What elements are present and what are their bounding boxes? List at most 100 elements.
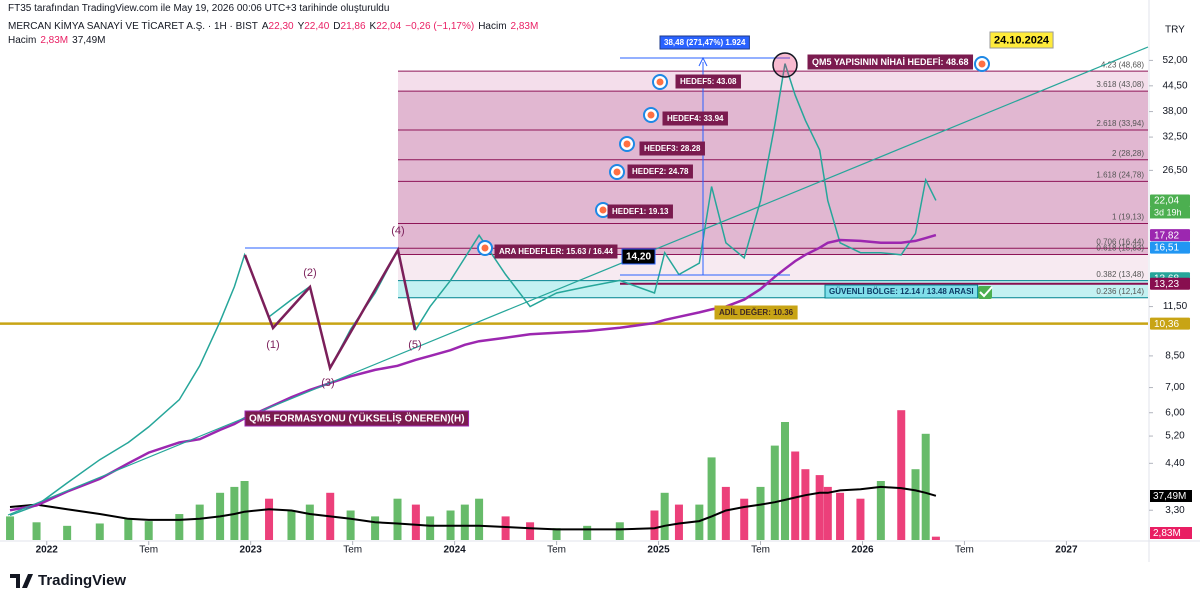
- annotation-box: [607, 204, 673, 219]
- y-tick-label: 44,50: [1162, 80, 1187, 91]
- y-tick-label: 3,30: [1165, 505, 1185, 516]
- annotation: HEDEF2: 24.78: [627, 164, 693, 179]
- volume-bar: [124, 518, 133, 540]
- wave-label: (3): [321, 377, 334, 389]
- price-badge-label: 16,51: [1154, 243, 1179, 254]
- target-icon-core: [599, 206, 607, 214]
- y-tick-label: 8,50: [1165, 351, 1185, 362]
- ohlc-value: 22,40: [304, 21, 330, 32]
- fib-label: 0.236 (12,14): [1096, 287, 1144, 296]
- annotation: HEDEF4: 33.94: [662, 111, 728, 126]
- x-tick-label: Tem: [343, 545, 362, 556]
- peak-circle: [772, 52, 798, 78]
- chart: 4.23 (48,68) 3.618 (43,08) 2.618 (33,94) 2 …: [0, 0, 1200, 562]
- price-badge-label: 17,82: [1154, 230, 1179, 241]
- target-icons: [477, 56, 992, 299]
- target-icon-core: [623, 140, 631, 148]
- volume-bar: [791, 451, 800, 540]
- annotation-box: [807, 54, 974, 70]
- logo-mark: [10, 574, 33, 588]
- volume-bar: [740, 498, 749, 540]
- x-tick-label: 2025: [647, 545, 670, 556]
- y-tick-label: 26,50: [1162, 165, 1187, 176]
- volume-bar: [921, 433, 930, 540]
- annotation-box: [627, 164, 693, 179]
- fib-band: [398, 248, 1148, 255]
- y-tick-label: 7,00: [1165, 382, 1185, 393]
- y-tick-label: 38,00: [1162, 106, 1187, 117]
- annotation-box: [494, 244, 618, 259]
- price-badge-label: 10,36: [1154, 319, 1179, 330]
- x-tick-label: 2022: [36, 545, 59, 556]
- currency: TRY: [1165, 25, 1185, 36]
- volume-bar: [371, 516, 380, 540]
- check-box: [978, 286, 992, 299]
- x-tick-label: Tem: [751, 545, 770, 556]
- volume-bar: [175, 514, 184, 540]
- volume-badge: [1150, 490, 1192, 502]
- annotation-text: QM5 YAPISININ NİHAİ HEDEFİ: 48.68: [812, 57, 969, 67]
- fib-label: 1 (19,13): [1112, 213, 1144, 222]
- volume-bar: [426, 516, 435, 540]
- y-tick-label: 32,50: [1162, 132, 1187, 143]
- volume-bar: [144, 521, 153, 540]
- volume-bar: [6, 516, 15, 540]
- ohlc-key: K: [369, 21, 377, 32]
- volume-label: Hacim: [8, 35, 37, 46]
- annotation-layer: 38,48 (271,47%) 1.924 QM5 YAPISININ NİHAİ…: [244, 31, 1054, 427]
- y-tick-label: 6,00: [1165, 407, 1185, 418]
- brand: TradingView: [38, 572, 126, 589]
- target-icon-core: [613, 168, 621, 176]
- fib-label: 4.23 (48,68): [1101, 60, 1144, 69]
- x-tick-label: 2027: [1055, 545, 1078, 556]
- price-badge: [1150, 241, 1190, 254]
- x-tick-label: Tem: [955, 545, 974, 556]
- annotation: HEDEF5: 43.08: [675, 74, 741, 89]
- ohlc-value: 22,30: [268, 21, 294, 32]
- volume-bar: [460, 504, 469, 540]
- fib-band: [398, 71, 1148, 92]
- fib-band: [398, 91, 1148, 131]
- volume-bar: [815, 475, 824, 540]
- annotation-box: [824, 284, 979, 299]
- ohlc-key: D: [333, 21, 341, 32]
- annotation: QM5 FORMASYONU (YÜKSELİŞ ÖNEREN)(H): [244, 410, 470, 427]
- price-badge-label: 13,23: [1154, 279, 1179, 290]
- symbol: MERCAN KİMYA SANAYİ VE TİCARET A.Ş. · 1H…: [8, 21, 258, 32]
- annotation-text: HEDEF1: 19.13: [612, 207, 669, 216]
- plot-layer: 4.23 (48,68) 3.618 (43,08) 2.618 (33,94) 2 …: [0, 60, 1148, 540]
- annotation-box: [989, 31, 1054, 49]
- fib-label: 0.706 (16,44): [1096, 237, 1144, 246]
- volume-bar: [660, 492, 669, 540]
- volume-bar: [801, 469, 810, 540]
- wave-label: (4): [391, 225, 404, 237]
- trend-line: [7, 46, 1149, 516]
- annotation-box: [244, 410, 470, 427]
- y-tick-label: 11,50: [1163, 301, 1188, 312]
- annotation: QM5 YAPISININ NİHAİ HEDEFİ: 48.68: [807, 54, 974, 70]
- volume-bar: [346, 510, 355, 540]
- volume-bar: [411, 504, 420, 540]
- annotation-box: [714, 305, 798, 320]
- price-badge: [1150, 194, 1190, 207]
- volume-bar: [305, 504, 314, 540]
- change: −0,26 (−1,17%): [405, 21, 475, 32]
- volume-bar: [721, 486, 730, 540]
- volume-bar: [475, 498, 484, 540]
- target-icon-core: [481, 244, 489, 252]
- moving-average: [9, 233, 937, 512]
- volume-bar: [836, 492, 845, 540]
- fib-label: 0.382 (13,48): [1096, 270, 1144, 279]
- volume-ma: 37,49M: [72, 35, 106, 46]
- x-tick-label: 2024: [443, 545, 466, 556]
- volume-bar: [856, 498, 865, 540]
- volume-bar: [287, 510, 296, 540]
- wave-label: (5): [408, 339, 421, 351]
- annotation-text: 24.10.2024: [994, 34, 1050, 46]
- x-tick-label: Tem: [139, 545, 158, 556]
- volume: 2,83M: [510, 21, 539, 32]
- logo: TradingView: [10, 572, 126, 589]
- check-icon: [979, 286, 993, 298]
- fib-band: [398, 181, 1148, 224]
- price-line: [9, 63, 937, 517]
